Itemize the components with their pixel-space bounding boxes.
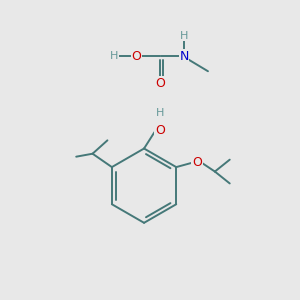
Text: O: O	[192, 156, 202, 169]
Text: O: O	[155, 76, 165, 90]
Text: H: H	[110, 51, 118, 62]
Text: H: H	[156, 108, 164, 118]
Text: H: H	[180, 31, 188, 40]
Text: N: N	[179, 50, 189, 63]
Text: O: O	[155, 124, 165, 137]
Text: O: O	[132, 50, 142, 63]
